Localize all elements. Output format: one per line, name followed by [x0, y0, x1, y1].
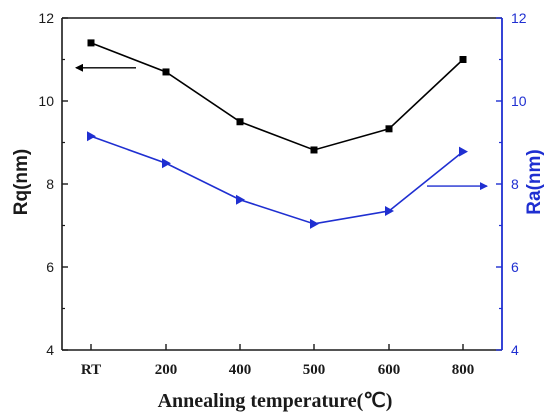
- x-tick-label: 800: [452, 362, 475, 378]
- series-1-point: [236, 118, 244, 126]
- series-2-point: [162, 158, 171, 169]
- annotations: [75, 63, 488, 191]
- y-left-tick-label: 12: [38, 10, 54, 26]
- series-2-line: [90, 135, 464, 225]
- x-tick-label: 600: [378, 362, 401, 378]
- series-2-point: [236, 194, 245, 205]
- x-axis-label: Annealing temperature(℃): [158, 390, 393, 412]
- series-1-point: [162, 68, 170, 76]
- series: [87, 39, 468, 229]
- series-2-point: [310, 218, 319, 229]
- y-right-tick-label: 6: [511, 259, 519, 275]
- y-right-tick-label: 4: [511, 342, 519, 358]
- series-1-point: [310, 146, 318, 154]
- series-1-point: [459, 56, 467, 63]
- ticks: 4 6 8 10 12 4 6 8 10 12 RT 200 400 500 600 800: [38, 10, 526, 378]
- x-tick-label: 200: [155, 362, 178, 378]
- y-right-tick-label: 10: [511, 93, 527, 109]
- x-tick-label: RT: [81, 362, 101, 378]
- series-2-point: [385, 205, 394, 216]
- series-1-point: [385, 125, 393, 133]
- series-1-line: [90, 42, 464, 151]
- y-left-axis-label: Rq(nm): [11, 149, 32, 215]
- series-2-point: [87, 131, 96, 142]
- x-tick-label: 400: [229, 362, 252, 378]
- y-right-tick-label: 12: [511, 10, 527, 26]
- series-2-point: [459, 146, 468, 157]
- x-tick-label: 500: [303, 362, 326, 378]
- y-left-tick-label: 10: [38, 93, 54, 109]
- series-1-point: [87, 39, 95, 47]
- y-left-tick-label: 8: [46, 176, 54, 192]
- y-left-tick-label: 6: [46, 259, 54, 275]
- y-right-tick-label: 8: [511, 176, 519, 192]
- y-left-tick-label: 4: [46, 342, 54, 358]
- y-right-axis-label: Ra(nm): [524, 149, 545, 214]
